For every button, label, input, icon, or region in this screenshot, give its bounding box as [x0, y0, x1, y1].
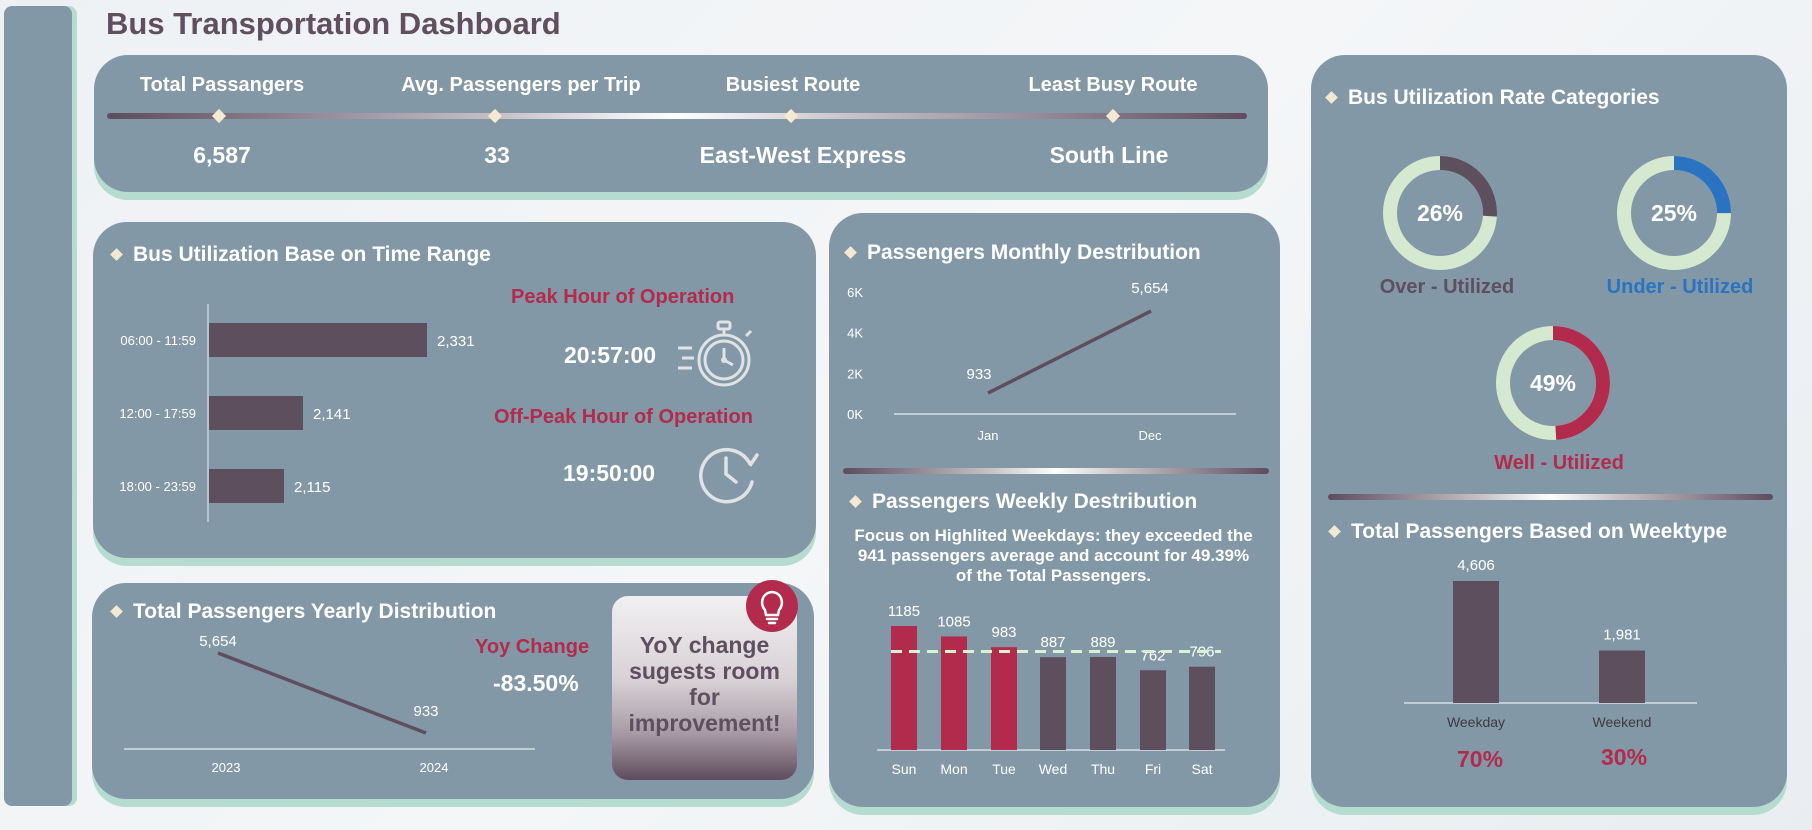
yoy-value: -83.50%: [493, 670, 579, 696]
section-divider: [843, 468, 1269, 474]
weekly-value-label: 889: [1090, 634, 1115, 651]
weekly-bar: [1090, 656, 1116, 750]
right-divider: [1328, 494, 1773, 500]
time-range-value-label: 2,115: [294, 479, 330, 496]
yearly-data-label: 933: [413, 703, 438, 720]
monthly-data-label: 5,654: [1131, 280, 1169, 297]
monthly-y-tick: 2K: [847, 366, 863, 381]
yoy-label: Yoy Change: [475, 636, 590, 658]
donut-percent-label: 26%: [1417, 200, 1463, 226]
donut-percent-label: 49%: [1530, 370, 1576, 396]
weekly-category-label: Thu: [1091, 761, 1115, 777]
time-range-bar: [209, 396, 303, 430]
utilization-title: Bus Utilization Rate Categories: [1325, 86, 1660, 110]
weektype-bar: [1453, 581, 1499, 703]
kpi-avg-label: Avg. Passengers per Trip: [401, 74, 641, 96]
weekly-title: Passengers Weekly Destribution: [849, 490, 1197, 514]
donut-percent-label: 25%: [1651, 200, 1697, 226]
kpi-avg-value: 33: [484, 142, 510, 168]
monthly-x-tick: Dec: [1138, 428, 1162, 443]
time-range-bar: [209, 323, 427, 357]
monthly-series-line: [987, 309, 1152, 395]
monthly-y-tick: 6K: [847, 285, 863, 300]
yearly-x-tick: 2023: [212, 760, 241, 775]
yearly-title: Total Passengers Yearly Distribution: [110, 600, 496, 624]
yearly-chart: 5,654 933 2023 2024: [124, 633, 535, 775]
peak-hour-label: Peak Hour of Operation: [511, 286, 735, 308]
monthly-chart: 0K 2K 4K 6K Jan Dec 933 5,654: [847, 280, 1236, 443]
time-range-category-label: 18:00 - 23:59: [119, 479, 196, 494]
kpi-divider: [107, 113, 1247, 119]
weektype-chart: 4,606 Weekday 1,981 Weekend: [1404, 557, 1697, 730]
weektype-title: Total Passengers Based on Weektype: [1328, 520, 1727, 544]
weekly-bar: [1140, 670, 1166, 750]
weektype-category-label: Weekday: [1447, 714, 1505, 730]
weekly-category-label: Sun: [892, 761, 917, 777]
peak-hour-value: 20:57:00: [564, 342, 657, 368]
improvement-tip-text: YoY change sugests room for improvement!: [628, 632, 781, 736]
weektype-category-label: Weekend: [1593, 714, 1652, 730]
time-range-title: Bus Utilization Base on Time Range: [110, 243, 491, 267]
stopwatch-icon: [678, 320, 753, 387]
kpi-panel: [94, 55, 1268, 192]
kpi-least-label: Least Busy Route: [1028, 74, 1198, 96]
kpi-busiest-value: East-West Express: [699, 142, 907, 168]
monthly-y-tick: 0K: [847, 407, 863, 422]
weekly-bar: [941, 636, 967, 750]
time-range-value-label: 2,141: [313, 406, 351, 423]
monthly-x-tick: Jan: [978, 428, 999, 443]
time-range-category-label: 06:00 - 11:59: [120, 333, 196, 348]
monthly-y-tick: 4K: [847, 326, 863, 341]
kpi-least-value: South Line: [1049, 142, 1169, 168]
utilization-donuts: 26% Over - Utilized 25% Under - Utilized 49%…: [1380, 156, 1754, 474]
monthly-data-label: 933: [966, 366, 991, 383]
weekly-value-label: 1185: [888, 603, 920, 620]
weekend-percent: 30%: [1601, 744, 1648, 770]
donut-category-label: Under - Utilized: [1607, 276, 1754, 298]
time-range-value-label: 2,331: [437, 333, 475, 350]
donut-category-label: Well - Utilized: [1494, 452, 1624, 474]
yearly-data-label: 5,654: [199, 633, 237, 650]
lightbulb-icon: [746, 580, 798, 632]
donut-category-label: Over - Utilized: [1380, 276, 1514, 298]
offpeak-hour-value: 19:50:00: [563, 460, 656, 486]
kpi-busiest-label: Busiest Route: [725, 74, 861, 96]
weekly-bar: [1189, 666, 1215, 750]
kpi-total-value: 6,587: [193, 142, 251, 168]
weekly-bar: [991, 647, 1017, 750]
weekly-value-label: 762: [1140, 647, 1165, 664]
weekly-bar: [891, 626, 917, 750]
time-range-category-label: 12:00 - 17:59: [119, 406, 196, 421]
weektype-value-label: 1,981: [1603, 627, 1641, 644]
weekly-category-label: Tue: [992, 761, 1016, 777]
donut-segment: [1383, 156, 1497, 270]
weekly-note: Focus on Highlited Weekdays: they exceed…: [854, 526, 1253, 585]
weekly-value-label: 887: [1040, 634, 1065, 651]
weektype-value-label: 4,606: [1457, 557, 1495, 574]
clock-icon: [699, 447, 759, 504]
weekday-percent: 70%: [1457, 746, 1504, 772]
weektype-bar: [1599, 650, 1645, 703]
time-range-bar: [209, 469, 284, 503]
offpeak-hour-label: Off-Peak Hour of Operation: [494, 406, 753, 428]
weekly-category-label: Fri: [1145, 761, 1161, 777]
page-title: Bus Transportation Dashboard: [106, 6, 561, 41]
donut-segment: [1496, 326, 1610, 440]
sidebar: [4, 6, 72, 806]
kpi-total-label: Total Passangers: [139, 74, 305, 96]
weekly-category-label: Mon: [940, 761, 967, 777]
weekly-category-label: Wed: [1039, 761, 1068, 777]
weekly-value-label: 983: [991, 624, 1016, 641]
time-range-chart: 2,331 06:00 - 11:59 2,141 12:00 - 17:59 2,11…: [119, 304, 475, 522]
weekly-bar: [1040, 657, 1066, 750]
donut-segment: [1617, 156, 1731, 270]
weekly-value-label: 1085: [937, 613, 970, 630]
yearly-x-tick: 2024: [420, 760, 449, 775]
monthly-title: Passengers Monthly Destribution: [844, 241, 1201, 265]
weekly-category-label: Sat: [1191, 761, 1212, 777]
yearly-series-line: [217, 651, 427, 735]
weekly-chart: 1185Sun1085Mon983Tue887Wed889Thu762Fri79…: [877, 603, 1225, 777]
